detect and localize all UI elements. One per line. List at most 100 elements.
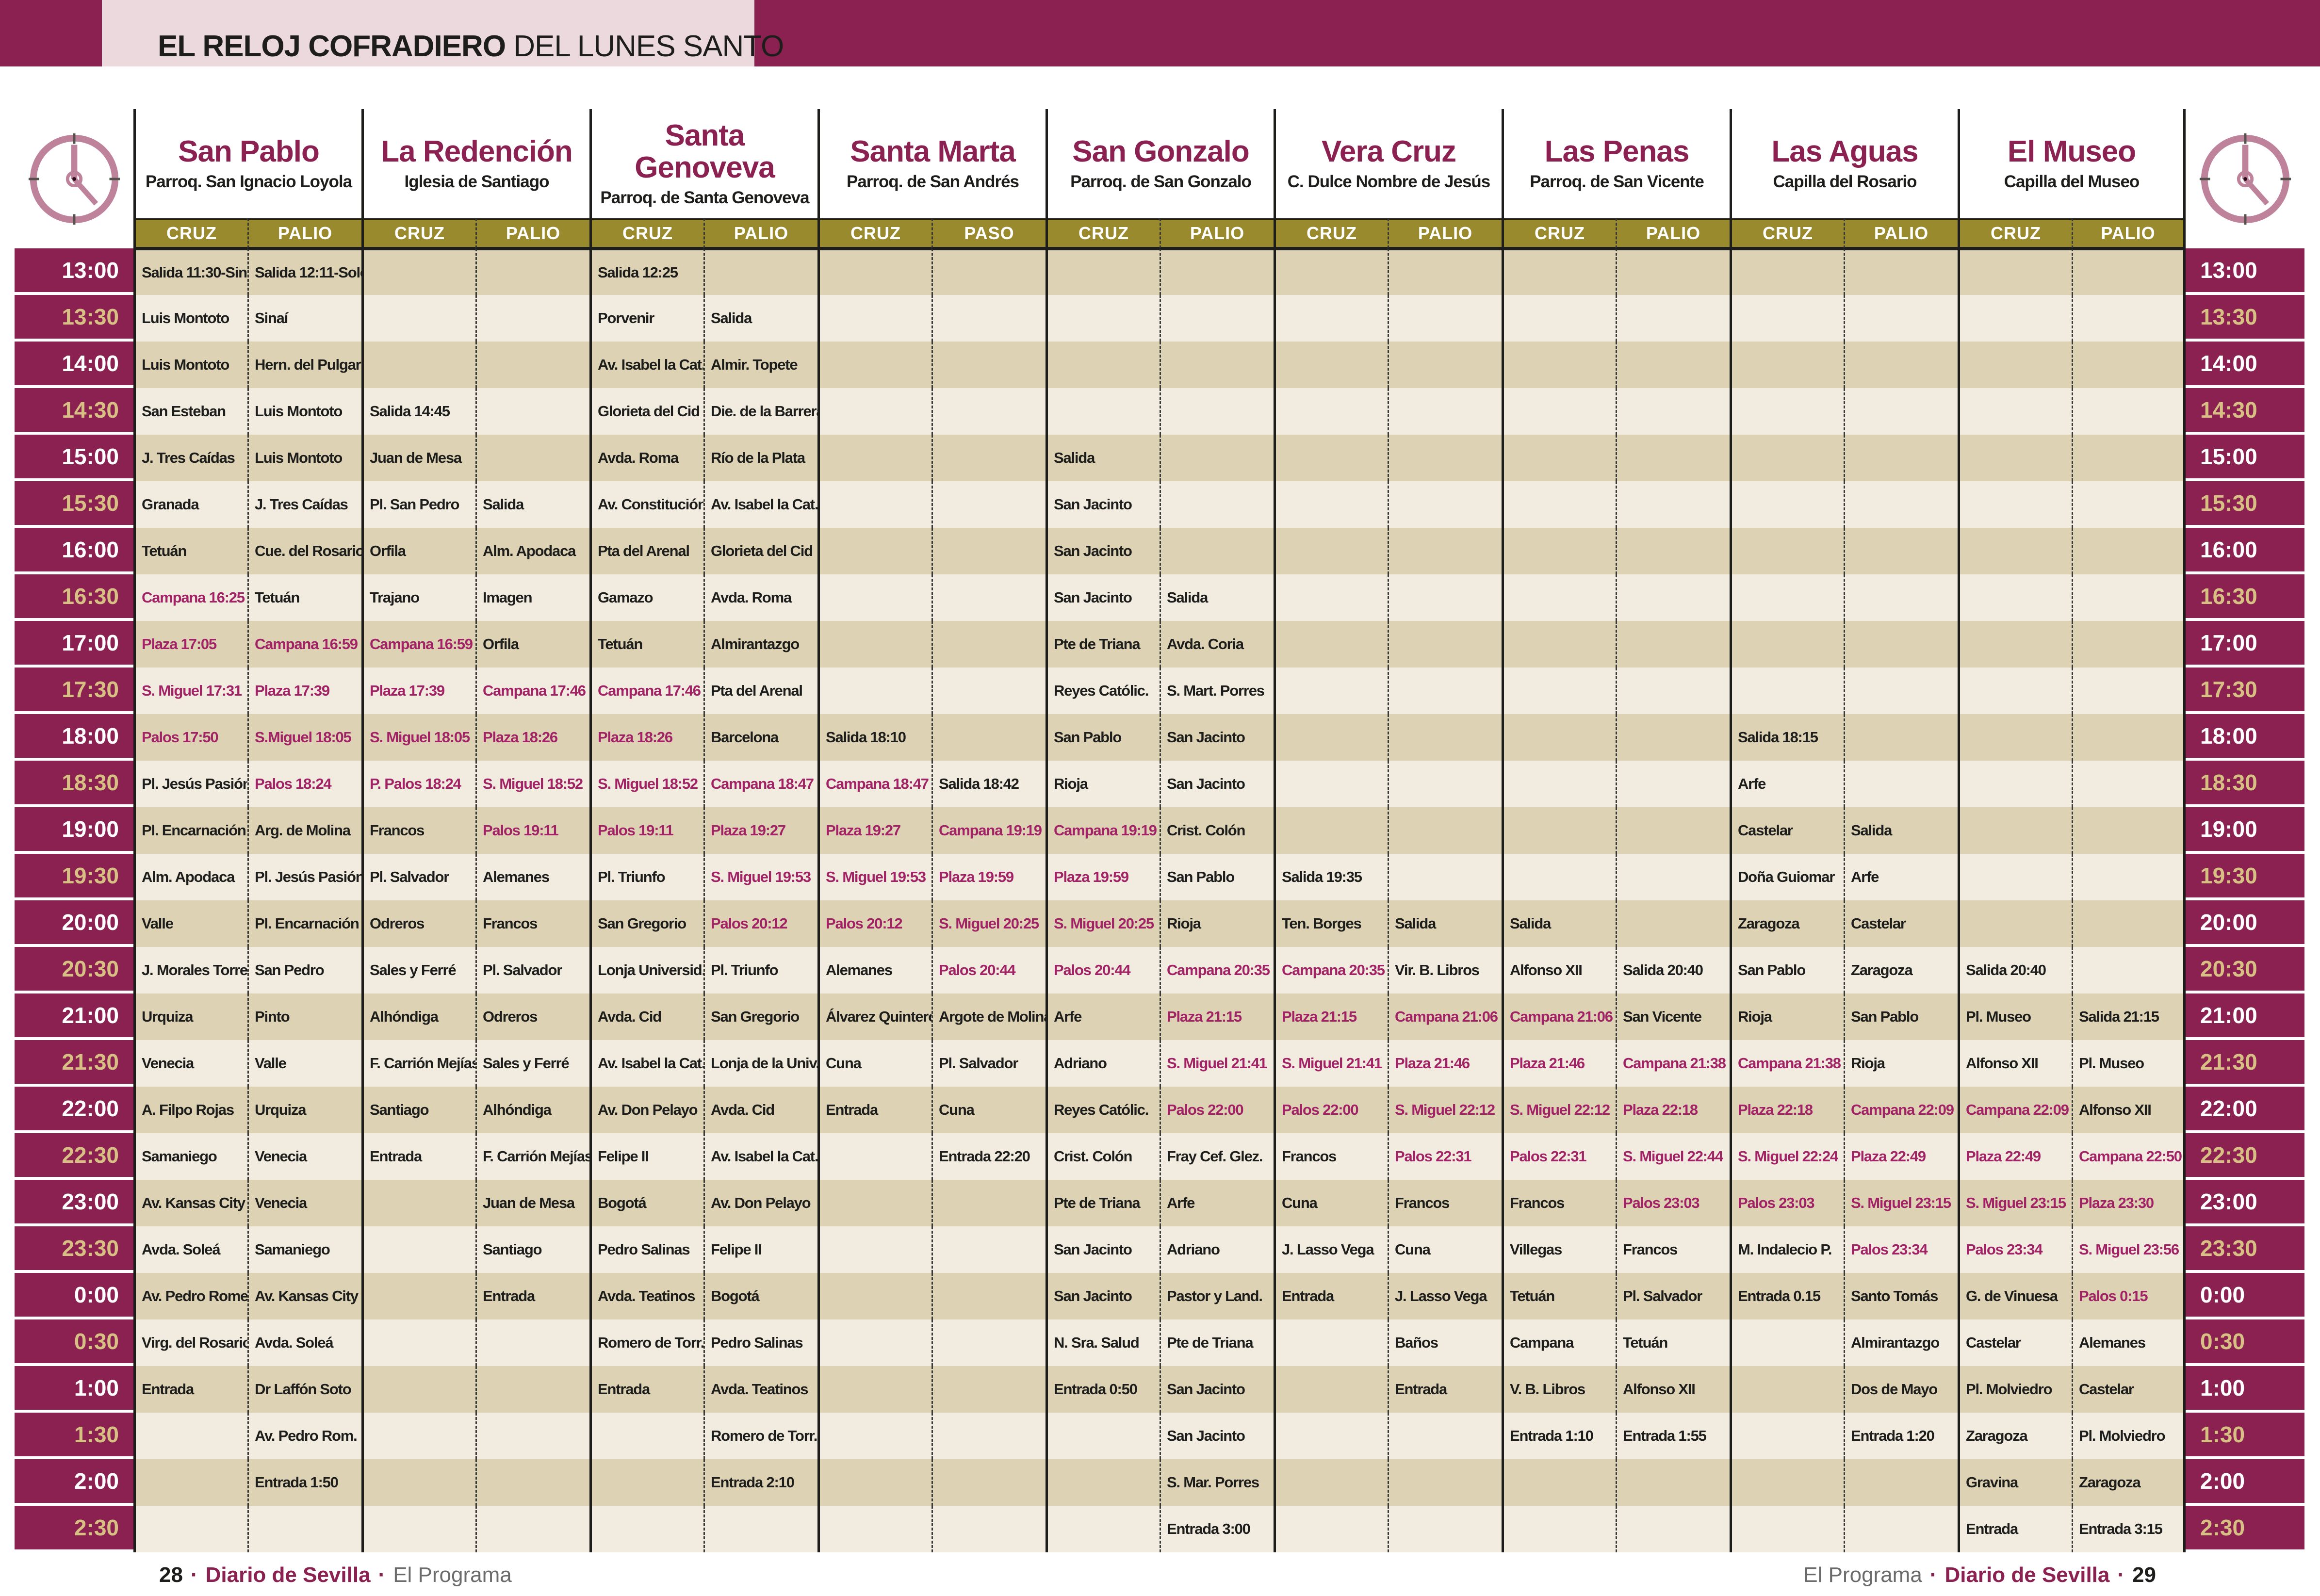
- schedule-cell: [2072, 947, 2186, 993]
- schedule-cell: [1502, 528, 1616, 574]
- column-label: PALIO: [703, 218, 817, 248]
- schedule-cell: [1844, 1506, 1958, 1552]
- footer-segment: Diario de Sevilla: [205, 1563, 371, 1587]
- schedule-cell: S. Mart. Porres: [1160, 668, 1274, 714]
- schedule-cell: [2072, 621, 2186, 668]
- schedule-cell: San Jacinto: [1160, 1366, 1274, 1413]
- schedule-cell: Pl. Museo: [1958, 993, 2072, 1040]
- hermandad-name: La Redención: [381, 134, 573, 168]
- schedule-cell: S. Miguel 21:41: [1274, 1040, 1388, 1087]
- schedule-cell: [1616, 574, 1730, 621]
- schedule-cell: Almir. Topete: [703, 342, 817, 388]
- schedule-cell: Campana 17:46: [589, 668, 703, 714]
- schedule-cell: Romero de Torr.: [703, 1413, 817, 1459]
- schedule-cell: Crist. Colón: [1046, 1133, 1160, 1180]
- schedule-cell: [1388, 342, 1502, 388]
- schedule-cell: Valle: [247, 1040, 361, 1087]
- schedule-cell: [1730, 621, 1844, 668]
- schedule-cell: Avda. Teatinos: [703, 1366, 817, 1413]
- schedule-cell: [1730, 435, 1844, 481]
- schedule-cell: [475, 388, 589, 435]
- footer-segment: ·: [1929, 1563, 1937, 1587]
- schedule-cell: [931, 481, 1046, 528]
- time-cell: 13:30: [15, 295, 133, 342]
- schedule-cell: [1502, 714, 1616, 761]
- schedule-cell: Romero de Torr.: [589, 1319, 703, 1366]
- schedule-cell: [1388, 761, 1502, 807]
- schedule-cell: [1388, 854, 1502, 900]
- schedule-cell: [1616, 481, 1730, 528]
- schedule-cell: Pl. Jesús Pasión: [247, 854, 361, 900]
- schedule-cell: Avda. Soleá: [247, 1319, 361, 1366]
- schedule-cell: Granada: [133, 481, 247, 528]
- schedule-cell: [475, 1413, 589, 1459]
- schedule-cell: Sales y Ferré: [475, 1040, 589, 1087]
- schedule-cell: [133, 1506, 247, 1552]
- hermandad-header: Santa Marta Parroq. de San Andrés: [817, 109, 1046, 218]
- schedule-cell: [1274, 714, 1388, 761]
- time-cell: 23:30: [2186, 1226, 2304, 1273]
- schedule-cell: [2072, 248, 2186, 295]
- schedule-cell: Campana 16:59: [361, 621, 475, 668]
- schedule-cell: Glorieta del Cid: [589, 388, 703, 435]
- schedule-cell: [1046, 248, 1160, 295]
- schedule-cell: [1844, 761, 1958, 807]
- schedule-cell: [361, 1506, 475, 1552]
- time-cell: 22:00: [2186, 1087, 2304, 1133]
- schedule-cell: Zaragoza: [2072, 1459, 2186, 1506]
- schedule-cell: [1502, 248, 1616, 295]
- schedule-cell: [817, 295, 931, 342]
- schedule-cell: Reyes Católic.: [1046, 668, 1160, 714]
- schedule-cell: San Pablo: [1844, 993, 1958, 1040]
- schedule-cell: Avda. Soleá: [133, 1226, 247, 1273]
- schedule-cell: [817, 1319, 931, 1366]
- hermandad-header: Santa Genoveva Parroq. de Santa Genoveva: [589, 109, 817, 218]
- column-label: CRUZ: [1502, 218, 1616, 248]
- church-name: Parroq. de San Vicente: [1530, 172, 1704, 192]
- schedule-cell: Campana 20:35: [1274, 947, 1388, 993]
- schedule-cell: Venecia: [133, 1040, 247, 1087]
- schedule-cell: [931, 435, 1046, 481]
- time-cell: 16:00: [2186, 528, 2304, 574]
- schedule-cell: [931, 574, 1046, 621]
- schedule-cell: Salida 14:45: [361, 388, 475, 435]
- time-cell: 13:30: [2186, 295, 2304, 342]
- footer-segment: 28: [159, 1563, 183, 1587]
- time-cell: 22:00: [15, 1087, 133, 1133]
- schedule-cell: Gamazo: [589, 574, 703, 621]
- time-cell: 18:00: [2186, 714, 2304, 761]
- schedule-cell: Palos 18:24: [247, 761, 361, 807]
- column-label: PALIO: [1616, 218, 1730, 248]
- schedule-cell: [1502, 435, 1616, 481]
- schedule-cell: [1046, 1506, 1160, 1552]
- schedule-cell: [931, 1226, 1046, 1273]
- schedule-cell: Zaragoza: [1730, 900, 1844, 947]
- schedule-cell: Plaza 21:15: [1274, 993, 1388, 1040]
- schedule-cell: [1388, 248, 1502, 295]
- schedule-cell: Dos de Mayo: [1844, 1366, 1958, 1413]
- schedule-cell: [931, 1180, 1046, 1226]
- schedule-cell: San Jacinto: [1046, 481, 1160, 528]
- schedule-cell: [1388, 807, 1502, 854]
- footer-right: El Programa · Diario de Sevilla · 29: [1799, 1563, 2160, 1587]
- schedule-cell: [1616, 295, 1730, 342]
- schedule-cell: Felipe II: [589, 1133, 703, 1180]
- schedule-cell: Venecia: [247, 1180, 361, 1226]
- time-cell: 14:30: [2186, 388, 2304, 435]
- schedule-cell: San Pablo: [1160, 854, 1274, 900]
- hermandad-name: El Museo: [2007, 134, 2136, 168]
- schedule-cell: [1616, 900, 1730, 947]
- schedule-cell: [133, 1459, 247, 1506]
- schedule-cell: Salida: [703, 295, 817, 342]
- schedule-cell: [1616, 854, 1730, 900]
- schedule-cell: [931, 528, 1046, 574]
- schedule-cell: [1388, 714, 1502, 761]
- footer-segment: ·: [378, 1563, 386, 1587]
- schedule-cell: Tetuán: [589, 621, 703, 668]
- schedule-cell: Almirantazgo: [1844, 1319, 1958, 1366]
- schedule-cell: Plaza 22:18: [1616, 1087, 1730, 1133]
- schedule-cell: [1502, 295, 1616, 342]
- schedule-cell: [1844, 481, 1958, 528]
- time-cell: 16:00: [15, 528, 133, 574]
- time-cell: 17:00: [15, 621, 133, 668]
